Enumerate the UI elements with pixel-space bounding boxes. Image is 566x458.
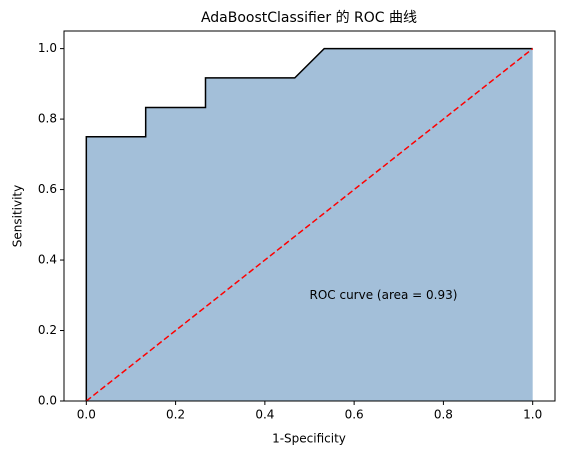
annotation: ROC curve (area = 0.93) <box>310 288 458 302</box>
line <box>85 47 533 401</box>
y-tick-label: 0.0 <box>38 394 57 408</box>
chart-title: AdaBoostClassifier 的 ROC 曲线 <box>201 10 417 26</box>
x-tick-label: 0.6 <box>345 408 364 422</box>
plot-frame <box>63 30 556 402</box>
line <box>85 48 534 402</box>
y-tick-label: 0.6 <box>38 182 57 196</box>
y-tick-label: 0.8 <box>38 112 57 126</box>
x-tick-label: 0.0 <box>77 408 96 422</box>
x-tick-label: 0.2 <box>166 408 185 422</box>
x-axis-label: 1-Specificity <box>272 432 346 446</box>
y-tick-label: 0.2 <box>38 323 57 337</box>
x-tick-label: 1.0 <box>523 408 542 422</box>
x-tick-label: 0.4 <box>255 408 274 422</box>
y-tick-label: 0.4 <box>38 253 57 267</box>
y-axis-label: Sensitivity <box>11 185 25 247</box>
y-tick-label: 1.0 <box>38 41 57 55</box>
x-tick-label: 0.8 <box>434 408 453 422</box>
